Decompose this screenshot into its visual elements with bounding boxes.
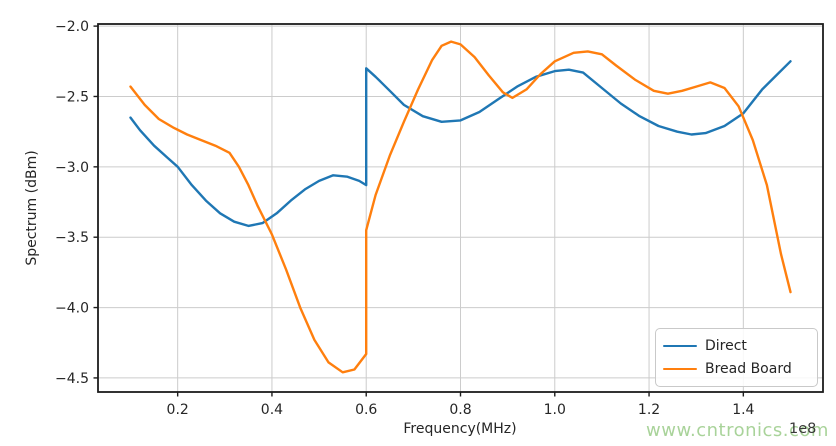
y-axis-label: Spectrum (dBm)	[24, 150, 40, 266]
x-axis-label: Frequency(MHz)	[403, 421, 517, 437]
x-tick-label: 0.6	[355, 402, 377, 418]
legend-item-bread-board: Bread Board	[663, 362, 809, 376]
y-tick-label: −3.5	[55, 230, 89, 246]
series-line-direct	[129, 60, 792, 228]
x-tick-label: 0.8	[449, 402, 471, 418]
y-tick-label: −4.0	[55, 301, 89, 317]
legend: Direct Bread Board	[655, 328, 818, 387]
y-tick-label: −3.0	[55, 160, 89, 176]
x-tick-label: 0.4	[261, 402, 283, 418]
legend-line-swatch-bread-board	[663, 367, 697, 371]
x-tick-label: 1.4	[732, 402, 754, 418]
watermark-text: www.cntronics.com	[646, 420, 829, 441]
x-axis-offset-label: 1e8	[789, 421, 817, 437]
legend-item-direct: Direct	[663, 339, 809, 353]
legend-label-direct: Direct	[705, 338, 747, 354]
legend-label-bread-board: Bread Board	[705, 361, 792, 377]
x-tick-label: 1.0	[544, 402, 566, 418]
series-line-bread-board	[129, 40, 792, 374]
y-tick-label: −2.0	[55, 19, 89, 35]
legend-line-swatch-direct	[663, 344, 697, 348]
y-tick-label: −4.5	[55, 371, 89, 387]
x-tick-label: 1.2	[638, 402, 660, 418]
x-tick-label: 0.2	[167, 402, 189, 418]
y-tick-label: −2.5	[55, 89, 89, 105]
